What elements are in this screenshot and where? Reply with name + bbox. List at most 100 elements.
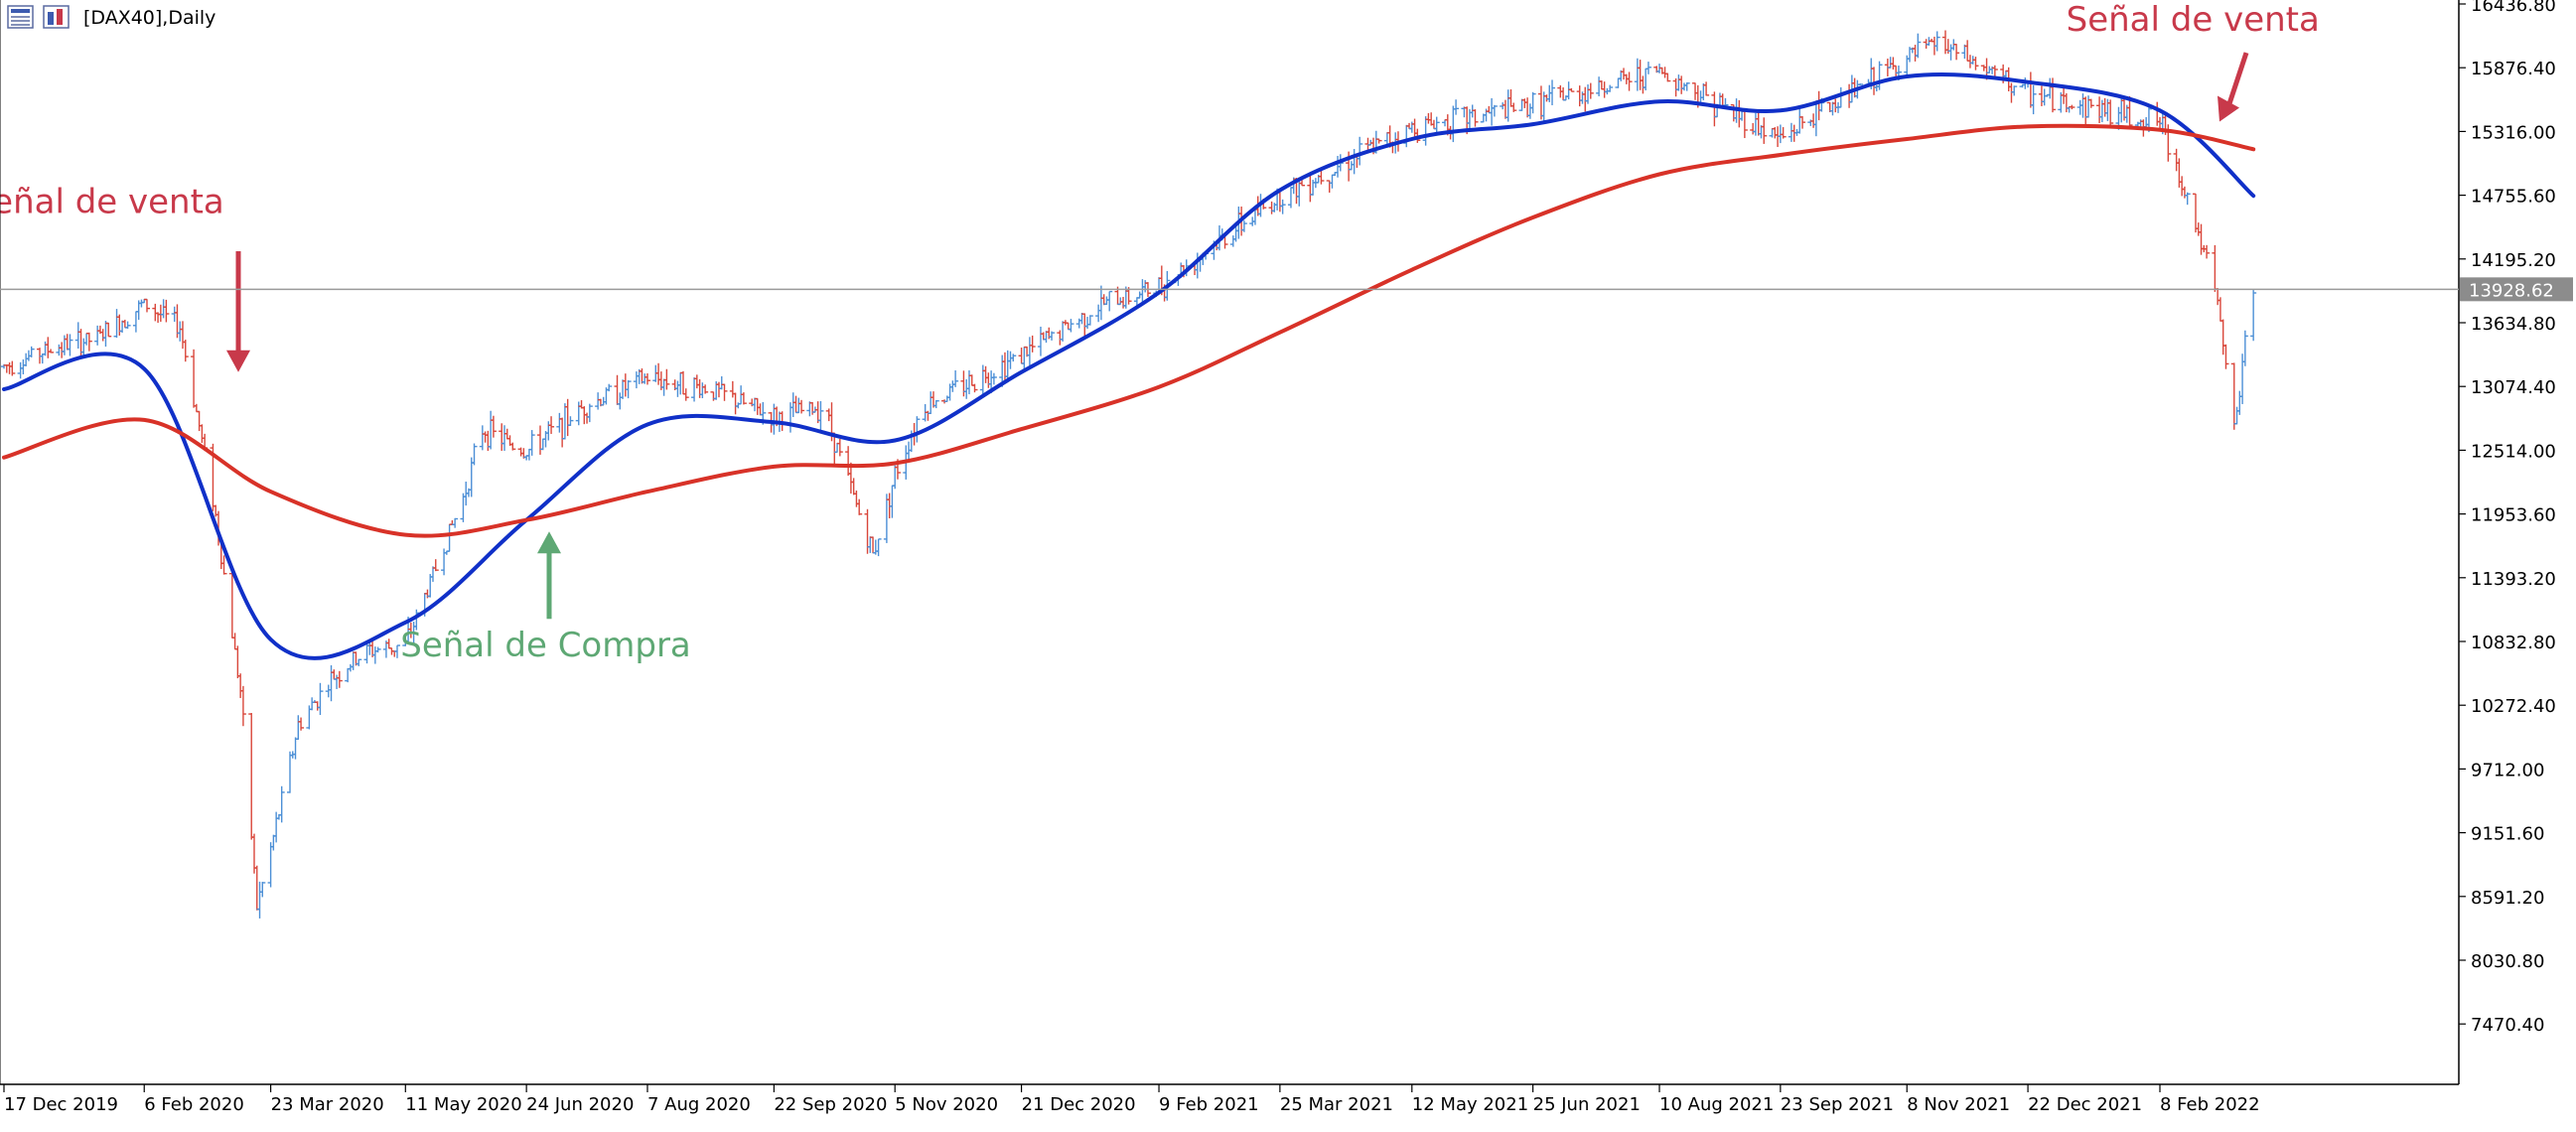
candle — [971, 383, 978, 393]
x-tick-label: 21 Dec 2020 — [1022, 1094, 1136, 1115]
candle — [471, 443, 478, 466]
candle — [567, 416, 574, 426]
chart-window-icon[interactable] — [7, 5, 34, 29]
x-tick-label: 7 Aug 2020 — [647, 1094, 751, 1115]
y-tick-label: 9151.60 — [2471, 824, 2544, 845]
x-tick-label: 9 Feb 2021 — [1159, 1094, 1259, 1115]
signal-annotation: Señal de Compra — [400, 531, 691, 665]
candle — [1279, 199, 1286, 214]
candle — [836, 438, 843, 457]
candle — [625, 379, 632, 399]
moving-averages-layer — [2, 72, 2256, 660]
y-tick-label: 10832.80 — [2471, 633, 2556, 653]
candle — [509, 442, 516, 451]
candle — [2087, 98, 2094, 108]
candle — [2241, 330, 2248, 366]
candle — [48, 349, 55, 354]
candle — [1529, 91, 1536, 114]
candle — [182, 340, 189, 362]
x-tick-label: 8 Feb 2022 — [2160, 1094, 2260, 1115]
candle — [798, 399, 805, 414]
candle — [28, 346, 35, 357]
candle — [1491, 104, 1498, 117]
candle — [702, 384, 709, 394]
x-tick-label: 23 Mar 2020 — [271, 1094, 384, 1115]
candle — [2011, 85, 2018, 96]
candle — [124, 321, 131, 330]
candle — [1780, 127, 1787, 139]
candle — [1683, 82, 1690, 91]
candle — [1010, 354, 1017, 362]
candle — [1761, 117, 1768, 144]
signal-label: Señal de Compra — [400, 626, 691, 665]
candle — [85, 332, 92, 352]
candle — [2069, 104, 2075, 110]
y-tick-label: 15316.00 — [2471, 122, 2556, 143]
candle — [2184, 192, 2191, 206]
candle — [356, 658, 362, 666]
candle — [1953, 44, 1960, 61]
candle — [9, 360, 16, 376]
candle — [259, 882, 266, 898]
x-tick-label: 12 May 2021 — [1412, 1094, 1528, 1115]
candle — [1029, 335, 1036, 353]
candle — [2222, 344, 2229, 369]
candle — [817, 400, 824, 433]
signal-annotation: Señal de venta — [0, 182, 250, 372]
y-tick-label: 11953.60 — [2471, 505, 2556, 526]
y-tick-label: 12514.00 — [2471, 441, 2556, 462]
candle — [606, 383, 613, 392]
candle — [278, 785, 285, 823]
candle — [1933, 31, 1940, 52]
candle — [1240, 220, 1247, 232]
x-tick-label: 8 Nov 2021 — [1907, 1094, 2010, 1115]
candle — [2126, 95, 2133, 129]
candle — [932, 400, 939, 409]
signal-label: Señal de venta — [2067, 0, 2320, 40]
candle — [1664, 72, 1671, 82]
candle — [2107, 99, 2114, 126]
candle — [163, 299, 170, 323]
candle — [239, 685, 246, 727]
chart-type-icon[interactable] — [43, 5, 70, 29]
signal-arrow-head — [2218, 95, 2239, 122]
signal-arrow-shaft — [2224, 52, 2249, 111]
x-tick-label: 25 Mar 2021 — [1280, 1094, 1393, 1115]
y-tick-label: 7470.40 — [2471, 1015, 2544, 1036]
candle — [1086, 315, 1093, 326]
candle — [721, 383, 728, 401]
candle — [952, 369, 959, 387]
candle — [1857, 83, 1864, 85]
signal-annotation: Señal de venta — [2067, 0, 2320, 122]
current-price-badge — [2460, 277, 2573, 302]
chart-title: [DAX40],Daily — [83, 7, 215, 29]
x-tick-label: 11 May 2020 — [405, 1094, 521, 1115]
candle — [105, 322, 112, 338]
candle — [1049, 331, 1056, 341]
candle — [1375, 138, 1382, 144]
candle — [2030, 84, 2037, 115]
candle — [1068, 319, 1074, 333]
y-tick-label: 8591.20 — [2471, 888, 2544, 909]
candle — [644, 373, 650, 385]
slow-moving-average-line — [2, 123, 2256, 538]
candle — [1357, 136, 1363, 166]
candle — [1972, 57, 1979, 71]
x-tick-label: 6 Feb 2020 — [144, 1094, 244, 1115]
x-tick-label: 24 Jun 2020 — [526, 1094, 634, 1115]
candle — [1549, 79, 1556, 106]
candle — [452, 517, 459, 528]
candle — [1915, 33, 1922, 59]
y-tick-label: 14755.60 — [2471, 187, 2556, 208]
x-tick-label: 22 Dec 2021 — [2028, 1094, 2142, 1115]
y-tick-label: 8030.80 — [2471, 951, 2544, 972]
candle — [67, 334, 73, 356]
candle — [1587, 82, 1594, 99]
y-tick-label: 16436.80 — [2471, 0, 2556, 16]
candle — [2250, 290, 2257, 342]
candle — [143, 298, 150, 313]
